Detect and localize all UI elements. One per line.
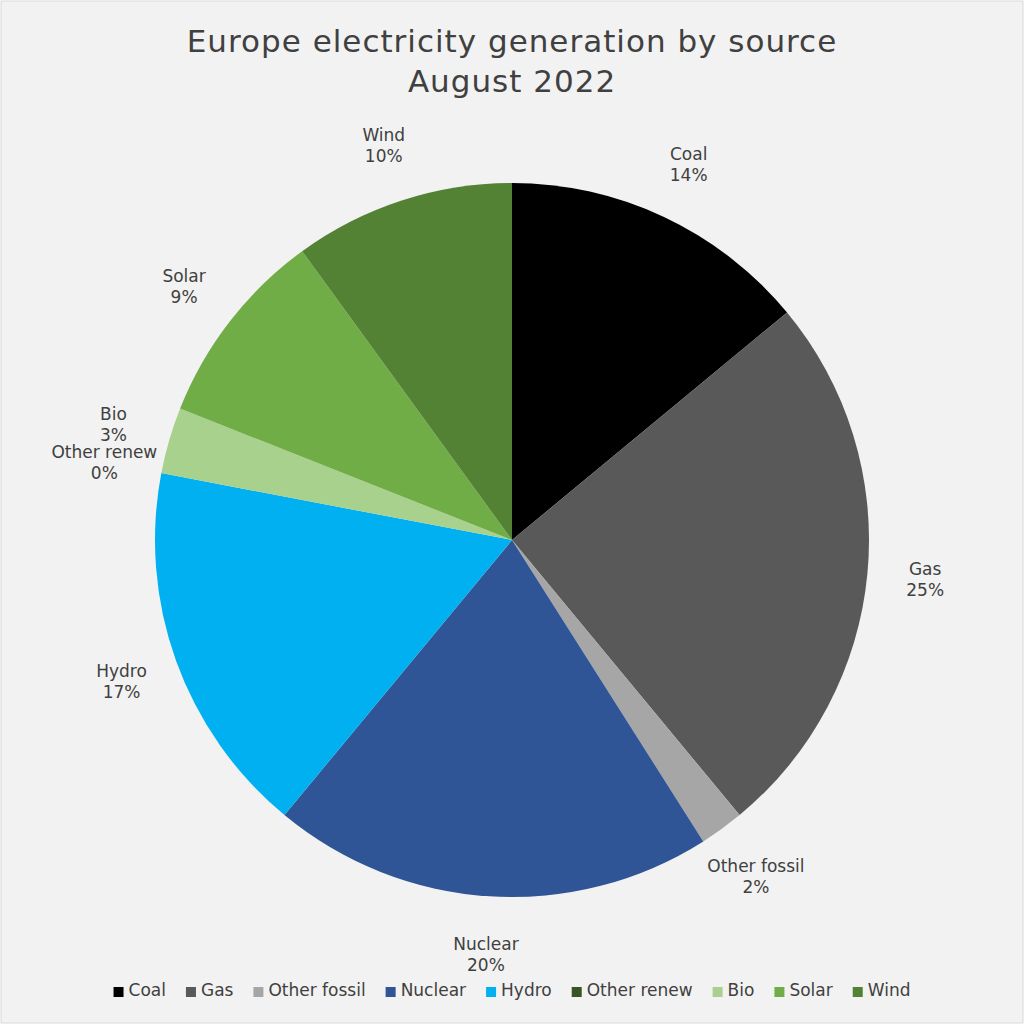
legend-label: Gas	[201, 980, 234, 1000]
legend-label: Wind	[868, 980, 911, 1000]
slice-label-name: Other fossil	[707, 856, 804, 876]
legend-swatch	[386, 987, 396, 997]
slice-label-value: 25%	[906, 580, 944, 600]
legend-swatch	[253, 987, 263, 997]
legend-label: Nuclear	[401, 980, 466, 1000]
legend-item: Bio	[713, 980, 755, 1000]
legend-label: Other fossil	[268, 980, 365, 1000]
legend-swatch	[186, 987, 196, 997]
legend-item: Hydro	[486, 980, 552, 1000]
background	[1, 1, 1023, 1023]
legend-item: Solar	[774, 980, 832, 1000]
slice-label-value: 2%	[742, 877, 769, 897]
legend-item: Other fossil	[253, 980, 365, 1000]
slice-label-value: 9%	[171, 287, 198, 307]
data-labels: Coal14% Gas25% Other fossil2% Nuclear20% Hyd…	[51, 125, 944, 975]
legend-label: Other renew	[587, 980, 693, 1000]
legend-swatch	[114, 987, 124, 997]
slice-label-value: 10%	[365, 146, 403, 166]
slice-label-name: Hydro	[96, 661, 147, 681]
slice-label-value: 3%	[100, 425, 127, 445]
legend-swatch	[774, 987, 784, 997]
slice-label-value: 14%	[670, 165, 708, 185]
legend-label: Solar	[789, 980, 832, 1000]
legend-swatch	[572, 987, 582, 997]
slice-label-name: Other renew	[51, 442, 157, 462]
legend-label: Coal	[129, 980, 166, 1000]
slice-label-value: 0%	[91, 463, 118, 483]
chart-svg: Europe electricity generation by source A…	[0, 0, 1024, 1024]
legend: Coal Gas Other fossil Nuclear Hydro Other ren…	[114, 980, 911, 1000]
slice-label-name: Coal	[670, 144, 707, 164]
legend-label: Bio	[728, 980, 755, 1000]
legend-item: Wind	[853, 980, 911, 1000]
slice-label-name: Nuclear	[453, 934, 518, 954]
pie-slice	[302, 183, 512, 540]
legend-label: Hydro	[501, 980, 552, 1000]
slice-label-value: 20%	[467, 955, 505, 975]
slice-label-name: Wind	[362, 125, 405, 145]
legend-swatch	[713, 987, 723, 997]
slice-label-value: 17%	[103, 682, 141, 702]
legend-item: Gas	[186, 980, 234, 1000]
legend-swatch	[486, 987, 496, 997]
legend-swatch	[853, 987, 863, 997]
legend-item: Coal	[114, 980, 166, 1000]
slice-label-name: Solar	[162, 266, 205, 286]
title: Europe electricity generation by source	[187, 23, 837, 59]
pie	[155, 183, 869, 897]
legend-item: Other renew	[572, 980, 693, 1000]
slice-label-name: Bio	[100, 404, 127, 424]
subtitle: August 2022	[408, 63, 616, 99]
slice-label-name: Gas	[909, 559, 942, 579]
chart-container: Europe electricity generation by source A…	[0, 0, 1024, 1024]
legend-item: Nuclear	[386, 980, 466, 1000]
